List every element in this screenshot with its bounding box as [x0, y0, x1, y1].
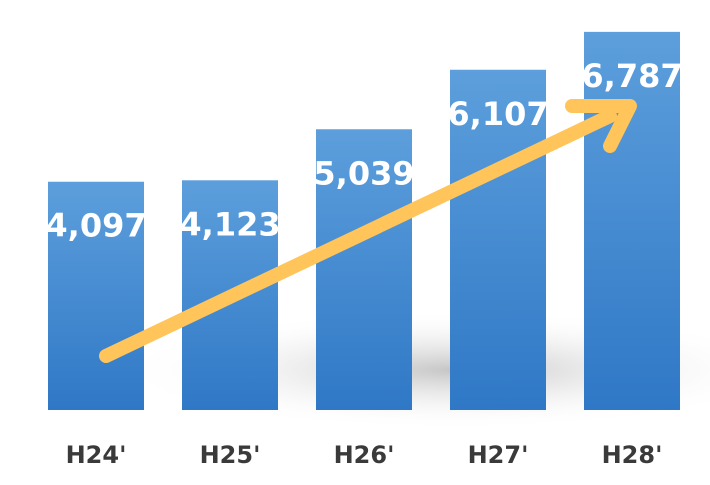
x-tick-label: H24': [66, 441, 127, 469]
value-label: 6,107: [447, 95, 548, 133]
bars: [48, 31, 680, 410]
labels: 4,097 H24' 4,123 H25' 5,039 H26' 6,107 H27' 6,78…: [45, 57, 682, 469]
x-tick-label: H28': [602, 441, 663, 469]
value-label: 4,097: [45, 207, 146, 245]
arrow-head: [565, 99, 637, 153]
value-label: 6,787: [581, 57, 682, 95]
bar: [48, 181, 144, 410]
arrow-shaft: [99, 109, 617, 363]
value-label: 5,039: [313, 154, 414, 192]
x-tick-label: H25': [200, 441, 261, 469]
bar: [584, 31, 680, 410]
x-tick-label: H27': [468, 441, 529, 469]
bar: [450, 69, 546, 410]
x-tick-label: H26': [334, 441, 395, 469]
bar: [316, 129, 412, 410]
trend-arrow: [99, 99, 637, 363]
value-label: 4,123: [179, 205, 280, 243]
